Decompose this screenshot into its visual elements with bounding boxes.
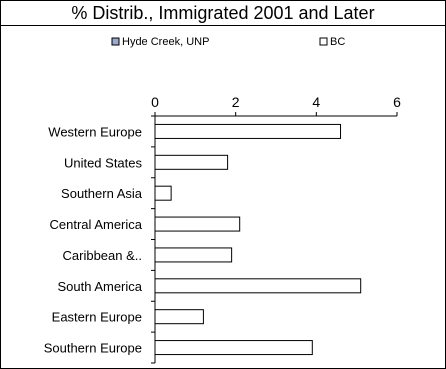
- category-label: Caribbean &..: [63, 248, 143, 263]
- category-label: Southern Asia: [61, 186, 143, 201]
- category-label: Southern Europe: [44, 341, 142, 356]
- bar-bc: [154, 216, 241, 232]
- category-label: Eastern Europe: [52, 310, 142, 325]
- x-tick-label: 6: [393, 94, 401, 110]
- category-label: South America: [57, 279, 142, 294]
- x-tick-label: 2: [232, 94, 240, 110]
- legend-swatch: [111, 37, 120, 46]
- bar-bc: [154, 154, 229, 170]
- bar-bc: [154, 185, 172, 201]
- bar-bc: [154, 278, 362, 294]
- x-tick-label: 4: [312, 94, 320, 110]
- bar-bc: [154, 247, 233, 263]
- legend-swatch: [319, 37, 328, 46]
- bar-bc: [154, 309, 204, 325]
- bar-bc: [154, 123, 342, 139]
- category-label: Western Europe: [48, 124, 142, 139]
- chart-title: % Distrib., Immigrated 2001 and Later: [1, 1, 445, 26]
- bar-bc: [154, 340, 313, 356]
- category-label: Central America: [50, 217, 143, 232]
- x-tick-label: 0: [151, 94, 159, 110]
- legend-label: Hyde Creek, UNP: [122, 36, 209, 48]
- category-label: United States: [64, 155, 143, 170]
- legend-label: BC: [330, 36, 345, 48]
